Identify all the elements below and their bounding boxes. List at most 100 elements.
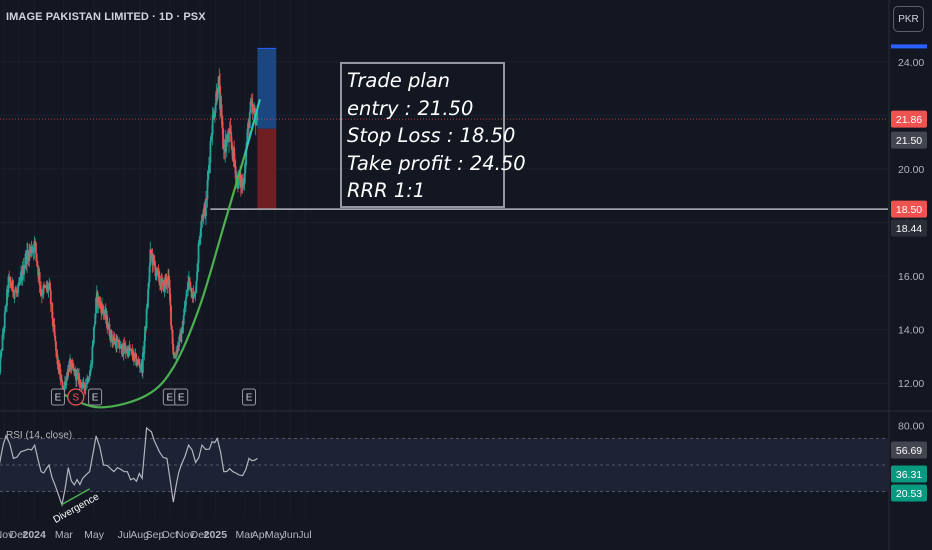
trade-plan-take-profit: Take profit : 24.50	[347, 151, 526, 175]
candle	[172, 338, 175, 356]
candle	[124, 340, 127, 359]
candle	[178, 335, 181, 352]
curve-tip	[243, 99, 261, 156]
candle	[104, 303, 107, 324]
currency-button[interactable]: PKR	[893, 6, 924, 32]
candle	[83, 381, 86, 394]
candle	[205, 190, 207, 226]
trade-plan-rrr: RRR 1:1	[347, 179, 426, 202]
candle	[102, 306, 105, 320]
svg-text:56.69: 56.69	[896, 445, 922, 457]
candle	[150, 248, 152, 263]
split-marker[interactable]: S	[67, 388, 85, 406]
candle	[254, 104, 256, 114]
candle	[195, 280, 198, 294]
candle	[56, 349, 59, 370]
candle	[52, 311, 54, 333]
candle	[154, 261, 157, 280]
y-tick-label: 16.00	[898, 271, 924, 283]
candle	[141, 346, 144, 379]
candle	[112, 334, 115, 348]
svg-text:21.86: 21.86	[896, 114, 922, 126]
y-tick-label: 14.00	[898, 325, 924, 337]
candle	[70, 360, 73, 374]
trade-plan-box: Trade plan entry : 21.50 Stop Loss : 18.…	[340, 62, 526, 208]
rsi-line	[0, 426, 258, 508]
candle	[149, 241, 152, 273]
rsi-badge: 56.69	[891, 441, 927, 459]
trade-plan-entry: entry : 21.50	[347, 96, 474, 120]
x-tick-label: Jul	[118, 529, 131, 541]
x-tick-label: Aug	[130, 529, 149, 541]
candle	[94, 312, 97, 325]
x-tick-label: Jul	[298, 529, 311, 541]
candle	[202, 206, 205, 225]
rounding-bottom-curve[interactable]	[59, 98, 261, 409]
x-tick-label: Dec	[10, 529, 29, 541]
price-badge: 21.86	[891, 110, 927, 128]
candle	[3, 309, 6, 332]
candle	[136, 358, 139, 366]
candle	[33, 236, 36, 260]
candle	[170, 305, 172, 330]
candle	[72, 359, 74, 372]
target-zone[interactable]	[257, 48, 277, 129]
trade-plan-title: Trade plan	[347, 69, 451, 92]
chart-title: IMAGE PAKISTAN LIMITED · 1D · PSX	[6, 11, 206, 23]
candle	[201, 213, 204, 228]
candle	[156, 267, 159, 277]
candle	[65, 372, 68, 389]
candle	[49, 280, 51, 291]
candle	[208, 156, 210, 180]
earnings-marker[interactable]: E	[242, 388, 257, 406]
svg-text:36.31: 36.31	[896, 469, 922, 481]
candle	[15, 287, 18, 298]
x-tick-label: Nov	[176, 529, 195, 541]
rsi-badge: 36.31	[891, 465, 927, 483]
svg-text:E: E	[55, 393, 62, 404]
x-tick-label: 2025	[204, 529, 228, 541]
candle	[92, 326, 95, 346]
y-tick-label: 12.00	[898, 378, 924, 390]
candle	[222, 121, 224, 150]
candle	[148, 262, 151, 287]
candle	[219, 73, 221, 119]
candle	[175, 346, 178, 361]
candle	[17, 283, 20, 297]
candle	[8, 270, 11, 279]
svg-text:20.53: 20.53	[896, 488, 922, 500]
x-tick-label: Apr	[252, 529, 269, 541]
stop-zone[interactable]	[257, 128, 277, 210]
x-tick-label: Sep	[146, 529, 165, 541]
candle	[138, 358, 141, 373]
y-tick-label: 20.00	[898, 164, 924, 176]
x-tick-label: Oct	[162, 529, 178, 541]
divergence-line[interactable]	[61, 488, 91, 506]
candle	[66, 364, 69, 381]
svg-text:E: E	[246, 393, 253, 404]
candle	[95, 297, 97, 318]
x-tick-label: Mar	[236, 529, 255, 541]
candle	[108, 317, 111, 337]
trade-plan-stop-loss: Stop Loss : 18.50	[347, 124, 516, 147]
candle	[106, 310, 109, 334]
candle	[249, 97, 252, 113]
candle	[183, 300, 186, 316]
svg-text:18.44: 18.44	[896, 223, 922, 235]
candle	[165, 273, 168, 290]
x-tick-label: May	[265, 529, 286, 541]
earnings-marker[interactable]: E	[50, 388, 65, 406]
svg-text:E: E	[178, 393, 185, 404]
candle	[176, 341, 179, 355]
svg-text:18.50: 18.50	[896, 204, 922, 216]
x-tick-label: May	[84, 529, 105, 541]
rsi-badge: 20.53	[891, 484, 927, 502]
price-badge: 18.44	[891, 219, 927, 237]
candle	[207, 169, 210, 188]
earnings-marker[interactable]: E	[88, 388, 103, 406]
candle	[1, 328, 4, 352]
candle	[251, 93, 254, 120]
earnings-marker[interactable]: E	[174, 388, 189, 406]
candle	[14, 287, 17, 299]
